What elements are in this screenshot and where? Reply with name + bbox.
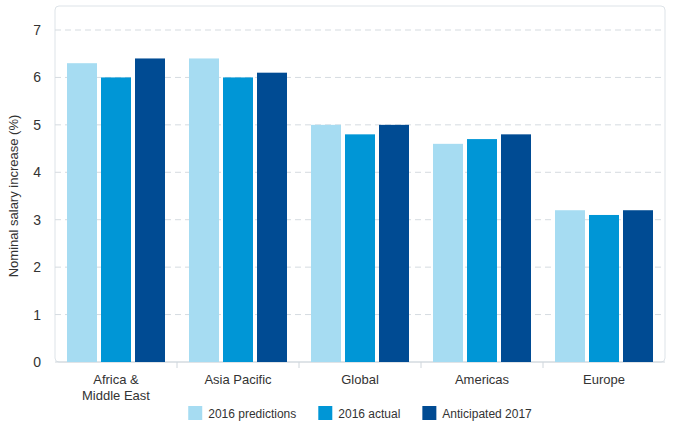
x-tick [299, 362, 300, 368]
x-tick-label: Africa &Middle East [82, 372, 150, 403]
x-tick [177, 362, 178, 368]
bar [257, 73, 287, 362]
legend-label: 2016 actual [338, 407, 400, 421]
y-tick-label: 4 [33, 164, 41, 180]
bar [311, 125, 341, 362]
bar [101, 77, 131, 362]
x-tick-label: Europe [583, 372, 625, 387]
plot-frame [55, 6, 665, 362]
bar [467, 139, 497, 362]
legend-swatch [318, 406, 332, 420]
bar [67, 63, 97, 362]
y-tick-label: 0 [33, 354, 41, 370]
y-tick-label: 3 [33, 212, 41, 228]
x-tick [543, 362, 544, 368]
legend-swatch [422, 406, 436, 420]
y-tick-label: 2 [33, 259, 41, 275]
x-tick-label: Asia Pacific [204, 372, 272, 387]
bar [345, 134, 375, 362]
bar [135, 58, 165, 362]
x-tick [421, 362, 422, 368]
legend-label: 2016 predictions [208, 407, 296, 421]
y-axis-label: Nominal salary increase (%) [6, 115, 21, 278]
chart: 0 1 2 3 4 5 6 7 Nominal salary increase (%) Afric… [0, 0, 680, 425]
legend-label: Anticipated 2017 [442, 407, 532, 421]
grid-line [55, 30, 665, 31]
bar [623, 210, 653, 362]
y-tick-label: 5 [33, 117, 41, 133]
x-tick-label: Americas [455, 372, 510, 387]
bar [379, 125, 409, 362]
bar [189, 58, 219, 362]
bar [223, 77, 253, 362]
bar [433, 144, 463, 362]
bars [67, 58, 653, 362]
y-tick-label: 6 [33, 69, 41, 85]
bar [589, 215, 619, 362]
bar [555, 210, 585, 362]
legend-swatch [188, 406, 202, 420]
y-tick-label: 7 [33, 22, 41, 38]
x-tick-label: Global [341, 372, 379, 387]
bar [501, 134, 531, 362]
y-tick-label: 1 [33, 307, 41, 323]
legend: 2016 predictions 2016 actual Anticipated 2… [188, 406, 532, 421]
